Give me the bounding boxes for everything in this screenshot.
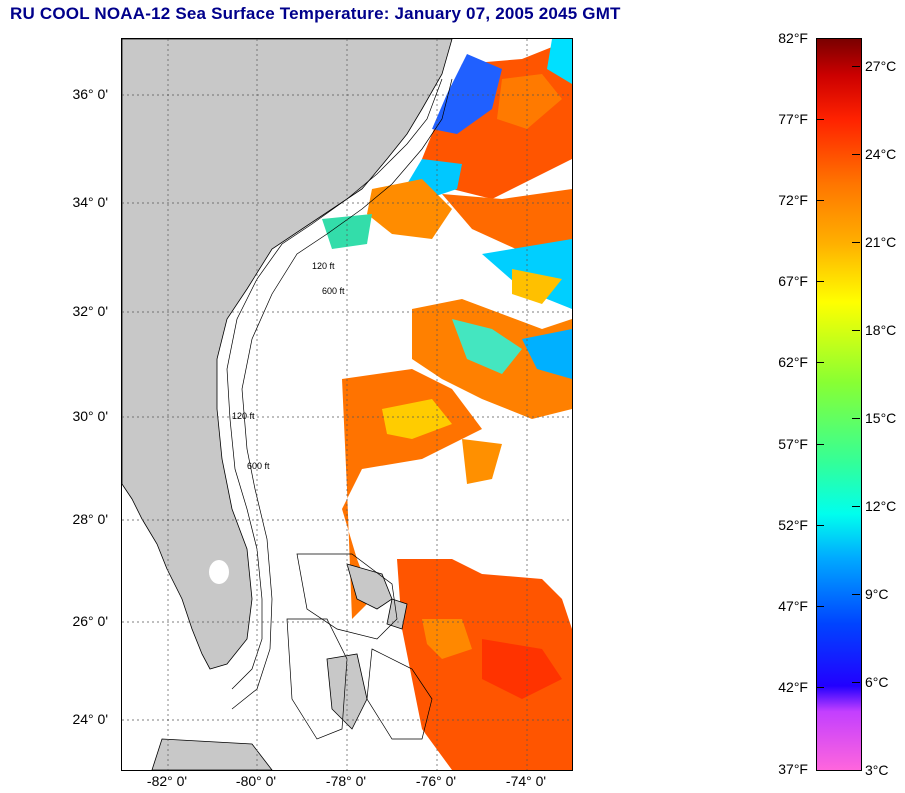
colorbar-f-67: 67°F [778,273,808,289]
page-title: RU COOL NOAA-12 Sea Surface Temperature:… [10,4,621,23]
colorbar-tick [852,418,860,419]
land-layer [122,39,453,770]
lon-label-76: -76° 0' [415,773,457,789]
temperature-colorbar [816,38,862,771]
map-canvas: 120 ft 600 ft 120 ft 600 ft [122,39,572,770]
colorbar-tick [852,682,860,683]
colorbar-c-24: 24°C [865,146,897,162]
colorbar-f-37: 37°F [778,761,808,777]
colorbar-tick [816,606,824,607]
lon-label-78: -78° 0' [325,773,367,789]
colorbar-c-12: 12°C [865,498,897,514]
colorbar-tick [816,362,824,363]
colorbar-f-62: 62°F [778,354,808,370]
colorbar-tick [816,200,824,201]
lat-label-26: 26° 0' [72,613,108,629]
colorbar-tick [852,154,860,155]
lat-label-32: 32° 0' [72,303,108,319]
sst-map[interactable]: 120 ft 600 ft 120 ft 600 ft [121,38,573,771]
contour-label-120ft: 120 ft [312,261,335,271]
colorbar-c-6: 6°C [865,674,889,690]
lat-label-30: 30° 0' [72,408,108,424]
depth-contours [226,78,453,740]
colorbar-c-21: 21°C [865,234,897,250]
colorbar-tick [816,525,824,526]
colorbar-f-47: 47°F [778,598,808,614]
colorbar-f-52: 52°F [778,517,808,533]
contour-label-600ft-south: 600 ft [247,461,270,471]
lat-label-24: 24° 0' [72,711,108,727]
lon-label-80: -80° 0' [235,773,277,789]
lon-label-74: -74° 0' [505,773,547,789]
contour-label-120ft-south: 120 ft [232,411,255,421]
colorbar-c-9: 9°C [865,586,889,602]
contour-label-600ft: 600 ft [322,286,345,296]
colorbar-f-72: 72°F [778,192,808,208]
colorbar-tick [816,119,824,120]
colorbar-c-18: 18°C [865,322,897,338]
colorbar-f-82: 82°F [778,30,808,46]
colorbar-f-77: 77°F [778,111,808,127]
colorbar-c-15: 15°C [865,410,897,426]
lat-label-28: 28° 0' [72,511,108,527]
colorbar-tick [852,242,860,243]
lat-label-36: 36° 0' [72,86,108,102]
colorbar-f-42: 42°F [778,679,808,695]
lat-label-34: 34° 0' [72,194,108,210]
colorbar-tick [816,444,824,445]
colorbar-tick [816,687,824,688]
colorbar-c-27: 27°C [865,58,897,74]
colorbar-tick [852,594,860,595]
colorbar-tick [852,66,860,67]
colorbar-tick [852,330,860,331]
colorbar-tick [816,281,824,282]
colorbar-f-57: 57°F [778,436,808,452]
colorbar-c-3: 3°C [865,762,889,778]
graticule [122,39,572,770]
colorbar-tick [852,506,860,507]
lon-label-82: -82° 0' [146,773,188,789]
